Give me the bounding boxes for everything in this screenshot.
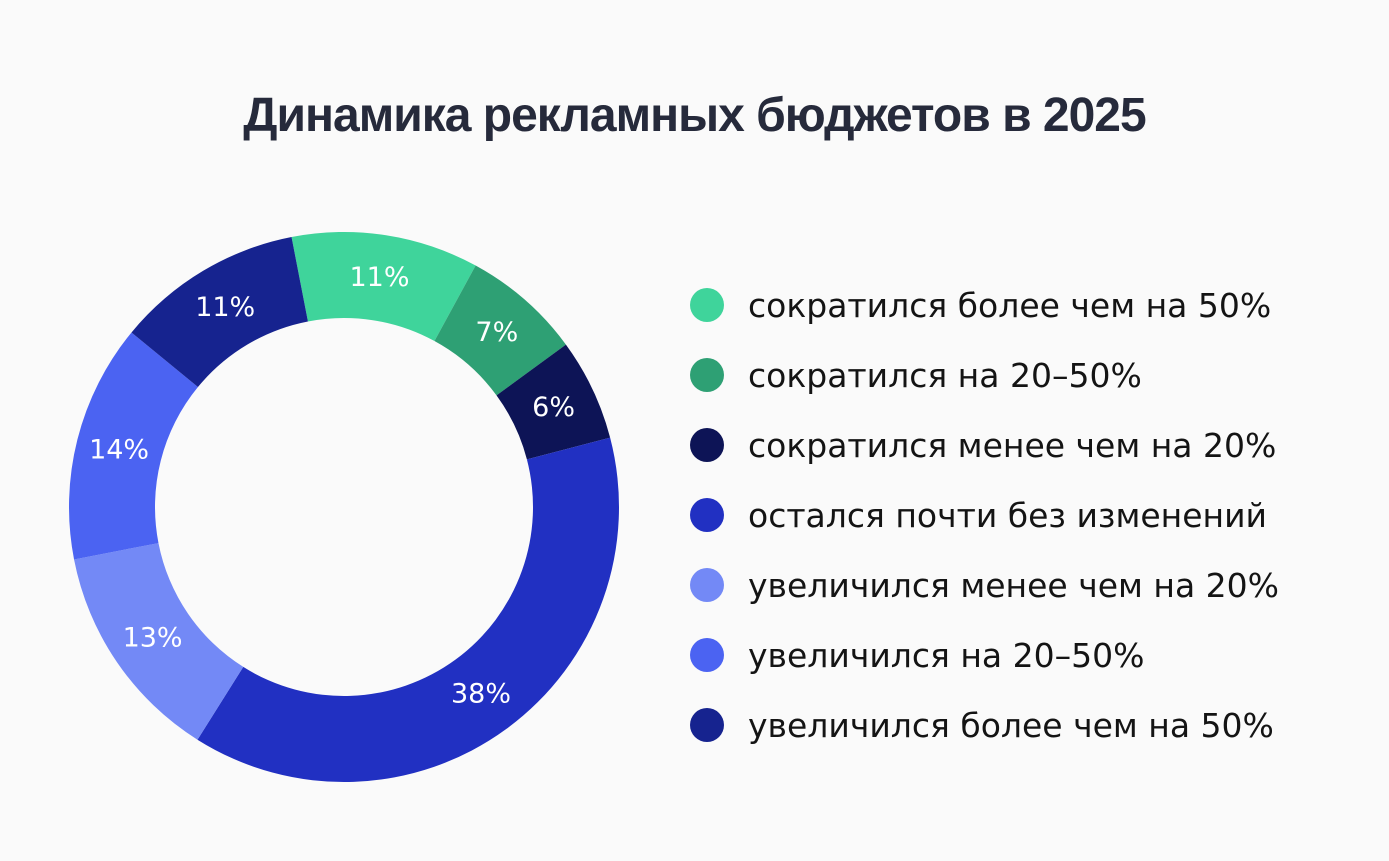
legend-item: увеличился более чем на 50% bbox=[690, 690, 1350, 760]
legend-label: сократился менее чем на 20% bbox=[748, 425, 1277, 465]
donut-chart: 11% 7% 6% 38% 13% 14% 11% bbox=[68, 232, 619, 782]
donut-slice-5 bbox=[74, 543, 244, 740]
slice-value-label: 7% bbox=[475, 317, 518, 348]
legend-swatch bbox=[690, 498, 724, 532]
legend-swatch bbox=[690, 638, 724, 672]
donut-slice-1 bbox=[291, 232, 476, 342]
slice-value-label: 13% bbox=[123, 623, 183, 654]
slice-value-label: 11% bbox=[195, 292, 255, 323]
donut-slice-6 bbox=[68, 332, 198, 560]
chart-legend: сократился более чем на 50% сократился на… bbox=[690, 270, 1350, 760]
legend-item: сократился на 20–50% bbox=[690, 340, 1350, 410]
legend-label: остался почти без изменений bbox=[748, 495, 1268, 535]
legend-swatch bbox=[690, 428, 724, 462]
donut-slice-3 bbox=[496, 344, 611, 460]
legend-label: увеличился на 20–50% bbox=[748, 635, 1145, 675]
legend-label: увеличился более чем на 50% bbox=[748, 705, 1274, 745]
legend-swatch bbox=[690, 568, 724, 602]
slice-value-label: 6% bbox=[532, 392, 575, 423]
legend-item: увеличился менее чем на 20% bbox=[690, 550, 1350, 620]
slice-value-label: 14% bbox=[89, 435, 149, 466]
chart-title: Динамика рекламных бюджетов в 2025 bbox=[243, 89, 1146, 142]
donut-slice-2 bbox=[434, 265, 566, 396]
legend-item: увеличился на 20–50% bbox=[690, 620, 1350, 690]
legend-item: сократился более чем на 50% bbox=[690, 270, 1350, 340]
legend-swatch bbox=[690, 708, 724, 742]
donut-slice-4 bbox=[197, 437, 619, 782]
legend-swatch bbox=[690, 288, 724, 322]
donut-slice-7 bbox=[131, 237, 308, 388]
slice-value-label: 11% bbox=[349, 262, 409, 293]
legend-swatch bbox=[690, 358, 724, 392]
legend-label: сократился более чем на 50% bbox=[748, 285, 1272, 325]
legend-label: сократился на 20–50% bbox=[748, 355, 1142, 395]
legend-label: увеличился менее чем на 20% bbox=[748, 565, 1280, 605]
slice-value-label: 38% bbox=[451, 679, 511, 710]
legend-item: остался почти без изменений bbox=[690, 480, 1350, 550]
legend-item: сократился менее чем на 20% bbox=[690, 410, 1350, 480]
